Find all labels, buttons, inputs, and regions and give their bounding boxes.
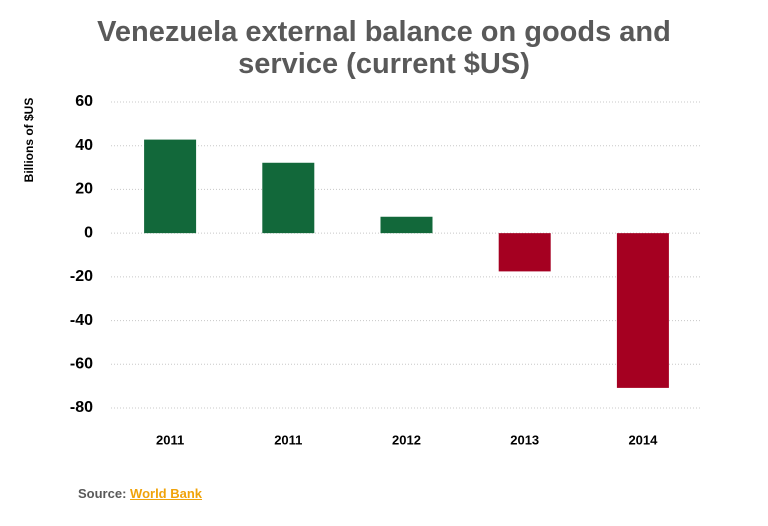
x-tick-label: 2013 bbox=[510, 432, 539, 447]
x-tick-label: 2011 bbox=[274, 432, 302, 447]
x-tick-label: 2014 bbox=[628, 432, 658, 447]
x-tick-label: 2011 bbox=[156, 432, 184, 447]
y-tick-label: -20 bbox=[70, 268, 93, 285]
bar bbox=[144, 139, 197, 234]
y-tick-label: -40 bbox=[70, 312, 93, 329]
source: Source: World Bank bbox=[78, 486, 202, 501]
bar bbox=[616, 233, 669, 388]
x-tick-label: 2012 bbox=[392, 432, 421, 447]
bar bbox=[262, 162, 315, 234]
bar bbox=[498, 233, 551, 272]
y-tick-label: 60 bbox=[75, 93, 93, 110]
y-tick-label: 0 bbox=[84, 224, 93, 241]
source-link[interactable]: World Bank bbox=[130, 486, 203, 501]
source-label: Source: bbox=[78, 486, 127, 501]
y-tick-label: 20 bbox=[75, 181, 93, 198]
y-axis-label: Billions of $US bbox=[22, 98, 36, 183]
y-tick-label: 40 bbox=[75, 137, 93, 154]
bar bbox=[380, 216, 433, 234]
chart-title: Venezuela external balance on goods and … bbox=[97, 16, 671, 80]
y-tick-label: -60 bbox=[70, 356, 93, 373]
y-tick-label: -80 bbox=[70, 399, 93, 416]
